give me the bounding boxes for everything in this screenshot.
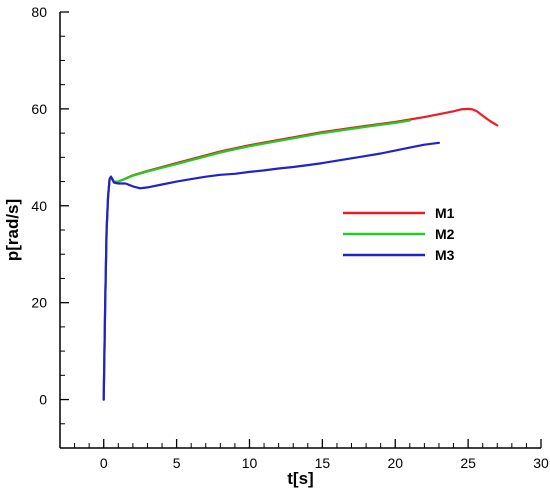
legend: M1 M2 M3 xyxy=(343,205,455,263)
legend-label-m1: M1 xyxy=(435,205,455,221)
legend-label-m2: M2 xyxy=(435,226,455,242)
y-axis-title: p[rad/s] xyxy=(3,199,22,261)
x-tick-label: 25 xyxy=(460,455,476,471)
y-tick-label: 20 xyxy=(31,295,47,311)
y-tick-label: 60 xyxy=(31,101,47,117)
y-tick-label: 40 xyxy=(31,198,47,214)
series-line-m2 xyxy=(102,119,411,401)
series-line-m3 xyxy=(102,141,441,401)
series-lines xyxy=(102,107,499,401)
x-tick-label: 0 xyxy=(100,455,108,471)
x-tick-label: 30 xyxy=(533,455,549,471)
axes: 0 5 10 15 20 25 30 0 20 40 60 80 xyxy=(31,4,549,471)
x-tick-label: 5 xyxy=(173,455,181,471)
legend-label-m3: M3 xyxy=(435,247,455,263)
y-tick-label: 80 xyxy=(31,4,47,20)
x-tick-label: 10 xyxy=(242,455,258,471)
y-tick-label: 0 xyxy=(39,392,47,408)
x-tick-label: 20 xyxy=(387,455,403,471)
x-axis-title: t[s] xyxy=(287,469,313,488)
x-tick-label: 15 xyxy=(315,455,331,471)
